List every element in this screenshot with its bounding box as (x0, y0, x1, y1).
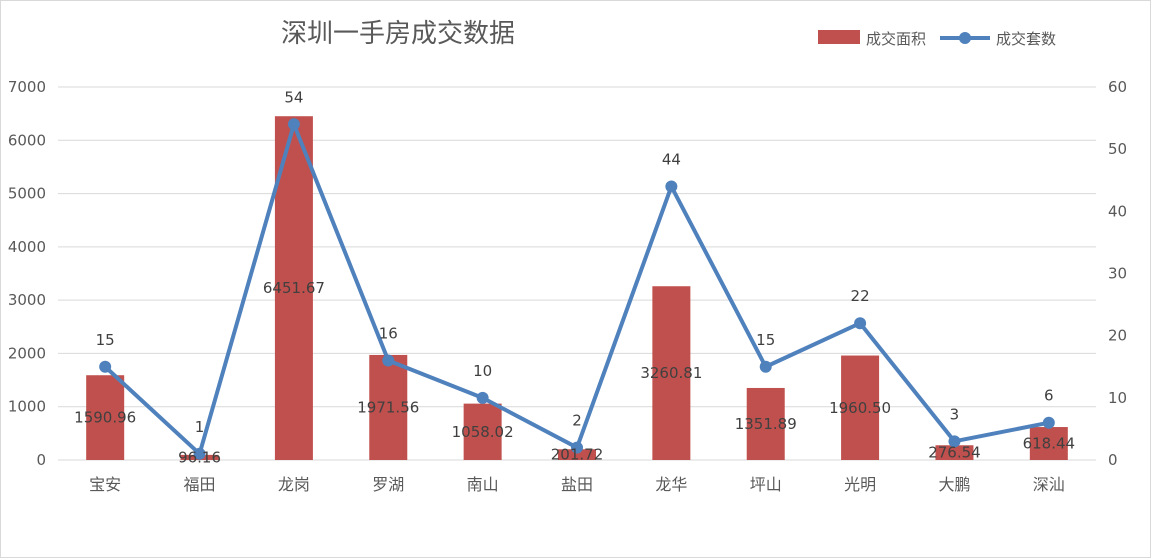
line-point (287, 118, 300, 131)
bar (746, 387, 785, 460)
bar-series (86, 116, 1068, 461)
bar (463, 403, 502, 460)
data-labels: 1590.96 96.16 6451.67 1971.56 1058.02 201.72 3… (74, 88, 1075, 466)
bar-data-label: 618.44 (1023, 435, 1076, 453)
x-tick-label: 罗湖 (372, 475, 404, 494)
line-series (99, 118, 1055, 460)
y-right-tick-label: 0 (1108, 451, 1118, 469)
y-right-tick-label: 30 (1108, 265, 1127, 283)
legend-label-area: 成交面积 (866, 30, 926, 48)
y-right-tick-label: 40 (1108, 202, 1127, 220)
legend-label-count: 成交套数 (996, 30, 1056, 48)
line-data-label: 22 (851, 287, 870, 305)
x-tick-label: 盐田 (561, 475, 593, 494)
bar (841, 355, 880, 460)
line-point (854, 317, 867, 330)
x-tick-label: 深汕 (1033, 475, 1065, 494)
y-right-tick-label: 60 (1108, 78, 1127, 96)
x-tick-label: 龙岗 (278, 475, 310, 494)
line-data-label: 15 (96, 331, 115, 349)
y-left-tick-label: 4000 (8, 238, 46, 256)
bar (1029, 427, 1068, 460)
bar (369, 354, 408, 460)
y-right-tick-label: 10 (1108, 389, 1127, 407)
line-data-label: 15 (756, 331, 775, 349)
bar-data-label: 1058.02 (452, 423, 514, 441)
line-data-label: 54 (284, 88, 303, 106)
line-data-label: 6 (1044, 387, 1054, 405)
bar (652, 286, 691, 460)
y-left-tick-label: 5000 (8, 185, 46, 203)
x-tick-label: 南山 (467, 475, 499, 494)
legend: 成交面积 成交套数 (818, 30, 1056, 48)
line-point (99, 360, 112, 373)
bar-data-label: 96.16 (178, 448, 221, 466)
y-right-tick-label: 20 (1108, 327, 1127, 345)
axes: 0 1000 2000 3000 4000 5000 6000 7000 0 10 20 30 40 50… (8, 78, 1127, 494)
line-point (476, 391, 489, 404)
legend-marker-count (959, 32, 971, 44)
x-tick-label: 坪山 (750, 475, 782, 494)
y-left-tick-label: 3000 (8, 291, 46, 309)
line-data-label: 10 (473, 362, 492, 380)
legend-swatch-area (818, 30, 860, 44)
line-point (382, 354, 395, 367)
bar (86, 375, 125, 460)
y-left-tick-label: 6000 (8, 131, 46, 149)
x-tick-label: 龙华 (655, 475, 687, 494)
line-data-label: 2 (572, 412, 582, 430)
bar-data-label: 6451.67 (263, 279, 325, 297)
line-point (571, 441, 583, 454)
y-left-tick-label: 0 (36, 451, 46, 469)
bar-data-label: 1351.89 (735, 415, 797, 433)
line-point (1042, 416, 1055, 429)
bar-data-label: 3260.81 (640, 364, 702, 382)
series-line (103, 122, 1050, 456)
x-tick-label: 光明 (844, 475, 876, 494)
x-tick-label: 福田 (184, 475, 216, 494)
bar-data-label: 1590.96 (74, 409, 136, 427)
y-right-tick-label: 50 (1108, 140, 1127, 158)
bar (558, 449, 596, 460)
chart-title: 深圳一手房成交数据 (281, 19, 515, 49)
bar-data-label: 1960.50 (829, 399, 891, 417)
line-data-label: 3 (950, 405, 960, 423)
line-data-label: 16 (379, 325, 398, 343)
bar-data-label: 1971.56 (357, 398, 419, 416)
y-left-tick-label: 2000 (8, 344, 46, 362)
x-tick-label: 大鹏 (938, 475, 970, 494)
bar-data-label: 276.54 (928, 444, 981, 462)
bar-data-label: 201.72 (551, 446, 604, 464)
x-tick-label: 宝安 (89, 475, 121, 494)
line-data-label: 44 (662, 150, 681, 168)
line-point (759, 360, 772, 373)
line-point (665, 180, 678, 193)
line-data-label: 1 (195, 418, 205, 436)
line-point (948, 435, 961, 448)
y-left-tick-label: 1000 (8, 398, 46, 416)
bar (935, 445, 974, 460)
gridlines (58, 86, 1096, 408)
line-point (193, 447, 206, 460)
y-left-tick-label: 7000 (8, 78, 46, 96)
